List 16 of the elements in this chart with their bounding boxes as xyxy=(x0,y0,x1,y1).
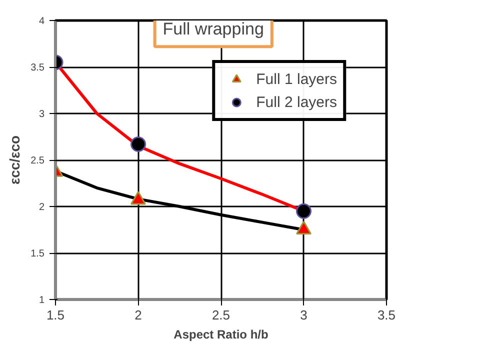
legend-label: Full 2 layers xyxy=(256,94,337,110)
x-tick-label: 2 xyxy=(134,308,142,322)
y-tick-label: 3 xyxy=(38,109,45,120)
y-tick-label: 2.5 xyxy=(30,156,45,166)
y-tick-label: 3.5 xyxy=(30,62,45,74)
x-tick-label: 2.5 xyxy=(212,308,230,322)
chart-title: Full wrapping xyxy=(162,20,264,39)
y-tick-label: 4 xyxy=(38,16,45,27)
y-axis-title: εcc/εco xyxy=(6,135,23,185)
y-tick-label: 2 xyxy=(38,202,45,213)
y-tick-label: 1 xyxy=(38,295,45,306)
legend-label: Full 1 layers xyxy=(256,70,337,88)
x-tick-label: 3 xyxy=(300,308,308,322)
x-axis-title: Aspect Ratio h/b xyxy=(174,328,268,342)
x-tick-label: 3.5 xyxy=(377,308,396,322)
y-tick-label: 1.5 xyxy=(30,248,45,260)
